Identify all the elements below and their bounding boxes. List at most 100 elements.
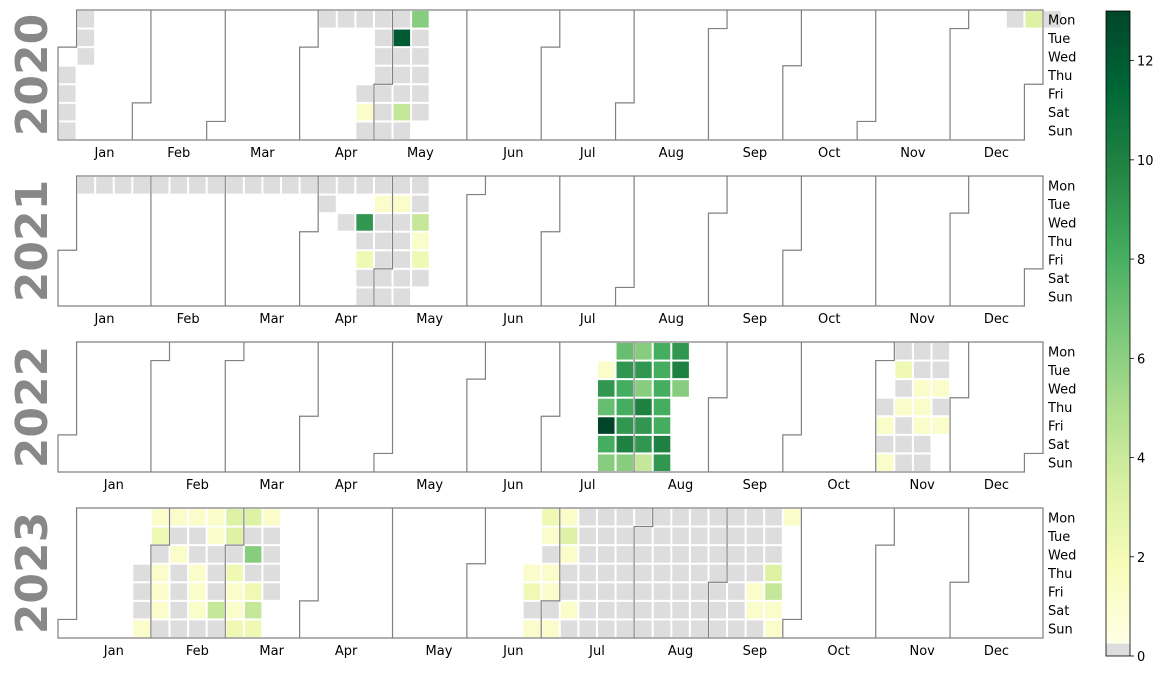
day-cell <box>412 251 429 268</box>
day-cell <box>356 251 373 268</box>
day-cell <box>59 85 76 102</box>
month-label: May <box>407 146 434 161</box>
month-label: Apr <box>335 312 358 327</box>
day-cell <box>672 546 689 563</box>
year-label: 2021 <box>7 180 58 302</box>
day-cell <box>542 564 559 582</box>
weekday-label: Mon <box>1048 13 1075 28</box>
year-panel-2021: Jan Feb Mar Apr May Jun Jul Aug Sep Oct Nov Dec Mon T… <box>7 175 1076 327</box>
month-boundary <box>373 10 394 140</box>
day-cell <box>59 66 76 84</box>
day-cell <box>635 620 652 637</box>
colorbar-tick-label: 2 <box>1137 551 1145 566</box>
day-cell <box>393 29 411 47</box>
day-cell <box>412 66 429 84</box>
month-boundary <box>131 10 152 140</box>
month-boundary <box>949 508 970 638</box>
day-cell <box>653 454 671 471</box>
day-cell <box>263 546 281 563</box>
weekday-label: Wed <box>1048 548 1076 563</box>
month-boundary <box>373 342 394 472</box>
day-cell <box>412 11 429 28</box>
month-boundary <box>299 342 319 472</box>
month-label: Jan <box>93 312 114 327</box>
month-label: Nov <box>900 146 926 161</box>
day-cell <box>895 398 912 416</box>
day-cell <box>59 103 76 121</box>
month-boundary <box>782 342 802 472</box>
month-label: Sep <box>743 478 768 493</box>
day-cell <box>412 177 429 194</box>
weekday-label: Sat <box>1048 604 1069 619</box>
day-cell <box>616 583 634 600</box>
day-cell <box>616 398 634 416</box>
day-cell <box>189 564 206 582</box>
day-cell <box>412 85 429 102</box>
day-cell <box>393 177 411 194</box>
day-cell <box>653 564 671 582</box>
day-cell <box>895 380 912 397</box>
month-label: Apr <box>335 644 358 659</box>
month-boundary <box>299 508 319 638</box>
month-label: Apr <box>335 146 358 161</box>
day-cell <box>412 48 429 65</box>
day-cell <box>616 527 634 545</box>
weekday-label: Wed <box>1048 382 1076 397</box>
day-cell <box>653 380 671 397</box>
month-label: Sep <box>743 312 768 327</box>
day-cell <box>300 177 318 194</box>
day-cell <box>523 583 541 600</box>
day-cell <box>913 454 931 471</box>
month-label: Jun <box>502 478 523 493</box>
day-cell <box>616 454 634 471</box>
day-cell <box>151 546 169 563</box>
day-cell <box>653 361 671 379</box>
month-boundary <box>540 176 561 306</box>
day-cell <box>542 620 559 637</box>
day-cell <box>616 361 634 379</box>
day-cell <box>263 509 281 526</box>
month-boundary <box>949 10 970 140</box>
day-cell <box>672 620 689 637</box>
month-boundary <box>707 176 728 306</box>
day-cell <box>597 620 615 637</box>
day-cell <box>356 232 373 250</box>
day-cell <box>765 620 782 637</box>
month-boundary <box>707 10 728 140</box>
day-cell <box>207 601 225 619</box>
day-cell <box>616 601 634 619</box>
month-label: Oct <box>818 312 840 327</box>
month-boundary <box>466 508 487 638</box>
day-cell <box>412 29 429 47</box>
year-panel-2022: Jan Feb Mar Apr May Jun Jul Aug Sep Oct Nov Dec Mon T… <box>7 341 1076 493</box>
weekday-label: Mon <box>1048 345 1075 360</box>
day-cell <box>374 251 392 268</box>
month-label: Feb <box>186 478 209 493</box>
day-cell <box>356 122 373 139</box>
month-label: Aug <box>659 312 684 327</box>
month-boundary <box>614 10 635 140</box>
day-cell <box>374 177 392 194</box>
colorbar-tick-label: 10 <box>1137 154 1154 169</box>
day-cell <box>226 564 243 582</box>
day-cell <box>746 546 764 563</box>
day-cell <box>653 527 671 545</box>
day-cell <box>728 601 745 619</box>
day-cell <box>412 269 429 287</box>
weekday-label: Sun <box>1048 457 1073 472</box>
month-label: Feb <box>167 146 190 161</box>
day-cell <box>523 601 541 619</box>
month-boundary <box>633 508 654 638</box>
day-cell <box>690 601 708 619</box>
day-cell <box>616 564 634 582</box>
day-cell <box>151 620 169 637</box>
day-cell <box>709 601 727 619</box>
month-label: Nov <box>910 644 936 659</box>
day-cell <box>133 177 150 194</box>
year-outline <box>57 341 1044 473</box>
month-label: Jul <box>579 146 596 161</box>
day-cell <box>616 343 634 360</box>
day-cell <box>913 380 931 397</box>
day-cell <box>560 564 578 582</box>
month-boundary <box>949 176 970 306</box>
